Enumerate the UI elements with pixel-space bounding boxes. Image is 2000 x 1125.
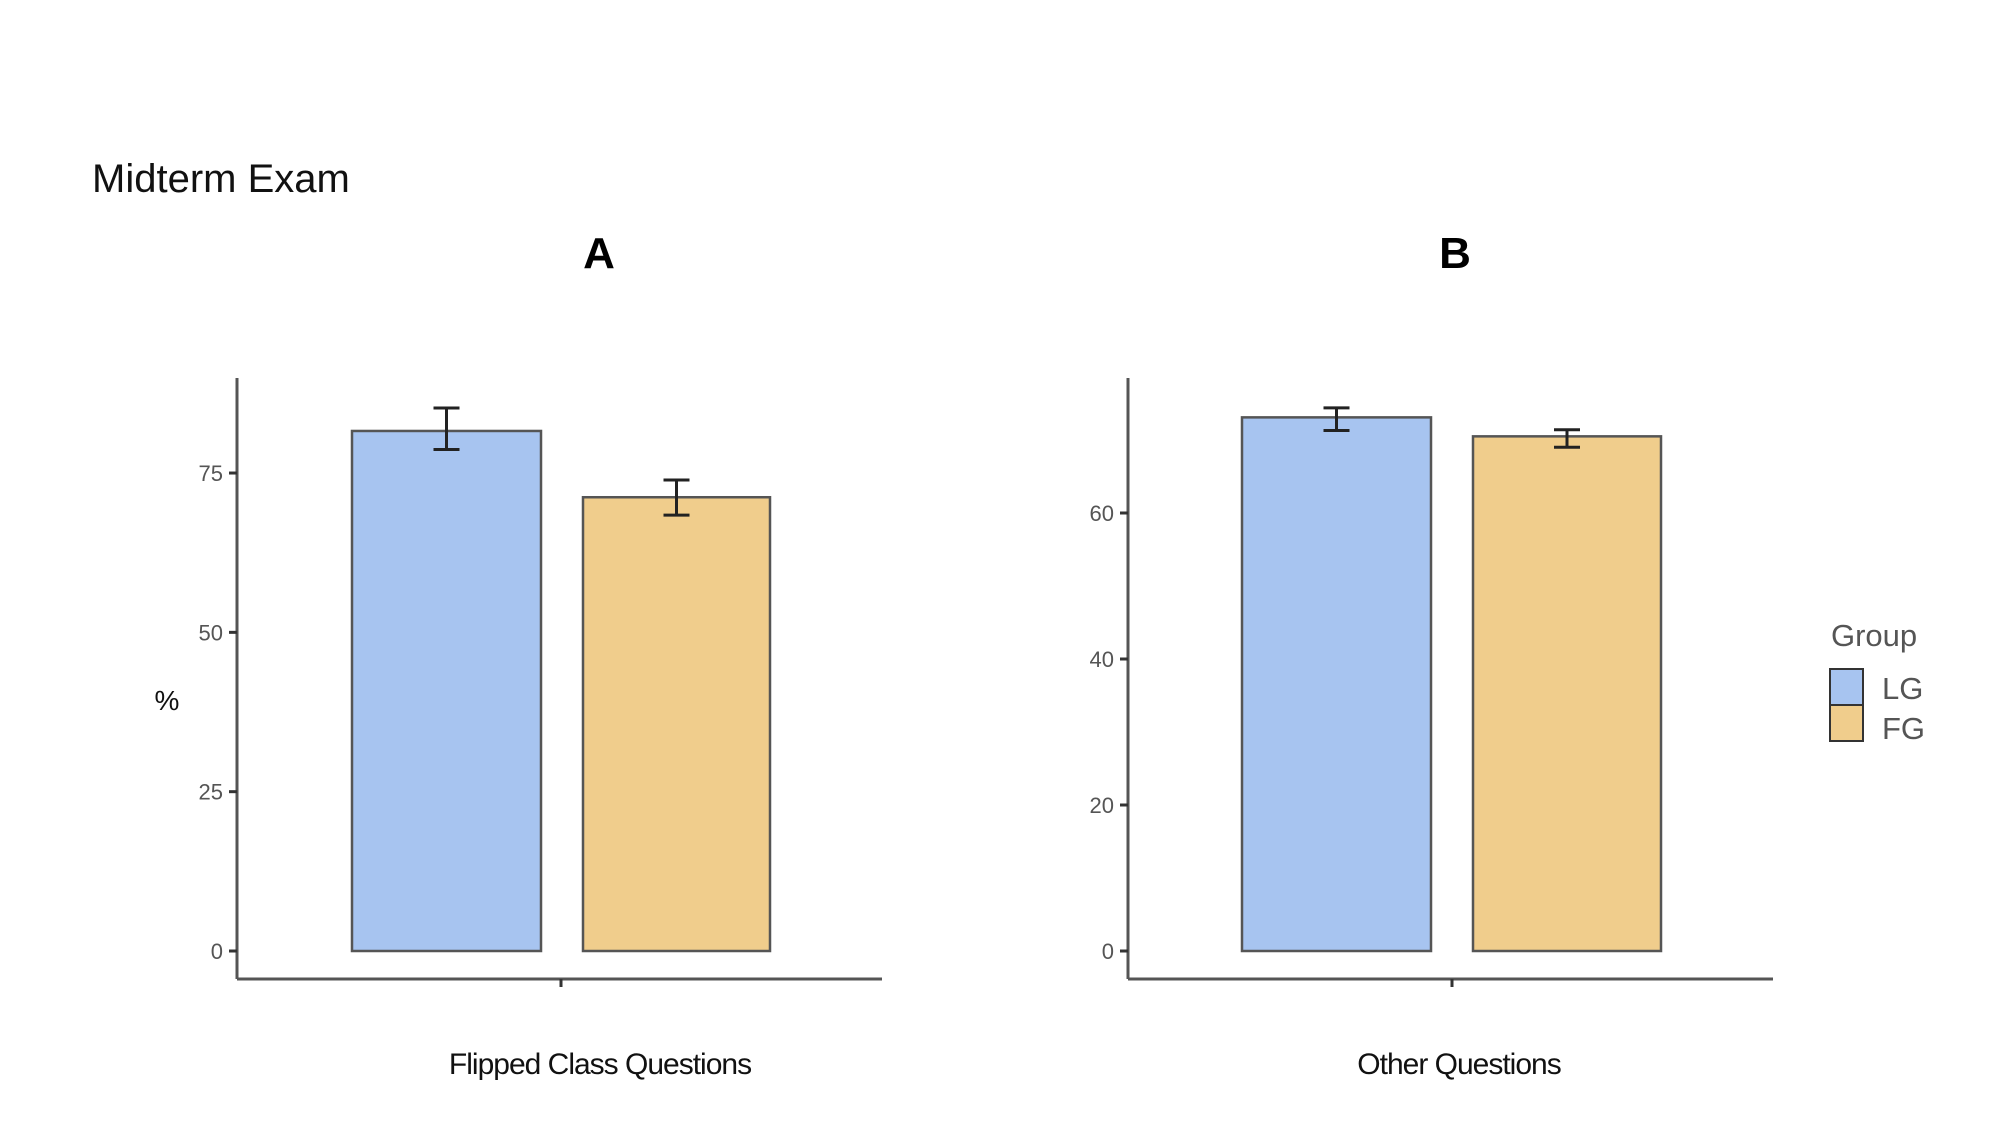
legend-swatch-fg xyxy=(1829,704,1864,742)
y-tick-label: 40 xyxy=(1090,647,1114,672)
legend-label-fg: FG xyxy=(1882,711,1925,746)
legend-swatch-lg xyxy=(1829,668,1864,706)
error-bar-fg xyxy=(663,478,690,517)
y-tick-label: 20 xyxy=(1090,793,1114,818)
legend-label-lg: LG xyxy=(1882,671,1923,706)
y-tick-label: 25 xyxy=(199,780,223,805)
legend: Group LG FG xyxy=(1829,618,1925,746)
bar-lg xyxy=(350,429,543,953)
bar-fg xyxy=(1471,435,1663,953)
y-tick-label: 50 xyxy=(199,620,223,645)
bar-lg xyxy=(1240,416,1433,953)
panel-b: B 0 20 40 60 Other Questions xyxy=(1090,229,1773,1081)
y-tick-label: 75 xyxy=(199,461,223,486)
panel-title: B xyxy=(1439,229,1471,278)
error-bar-lg xyxy=(433,406,460,451)
x-axis-label: Other Questions xyxy=(1357,1048,1560,1081)
y-axis-label: % xyxy=(155,685,180,716)
legend-title: Group xyxy=(1831,618,1917,653)
error-bar-fg xyxy=(1554,428,1580,449)
panel-a: A 0 25 50 75 Flipped Class Questions% xyxy=(155,229,882,1081)
figure-title: Midterm Exam xyxy=(92,157,350,201)
y-tick-label: 60 xyxy=(1090,501,1114,526)
y-tick-label: 0 xyxy=(1102,939,1114,964)
bar-fg xyxy=(581,495,772,953)
x-axis-label: Flipped Class Questions xyxy=(449,1048,751,1081)
y-tick-label: 0 xyxy=(211,939,223,964)
error-bar-lg xyxy=(1323,406,1350,433)
panel-title: A xyxy=(583,229,615,278)
